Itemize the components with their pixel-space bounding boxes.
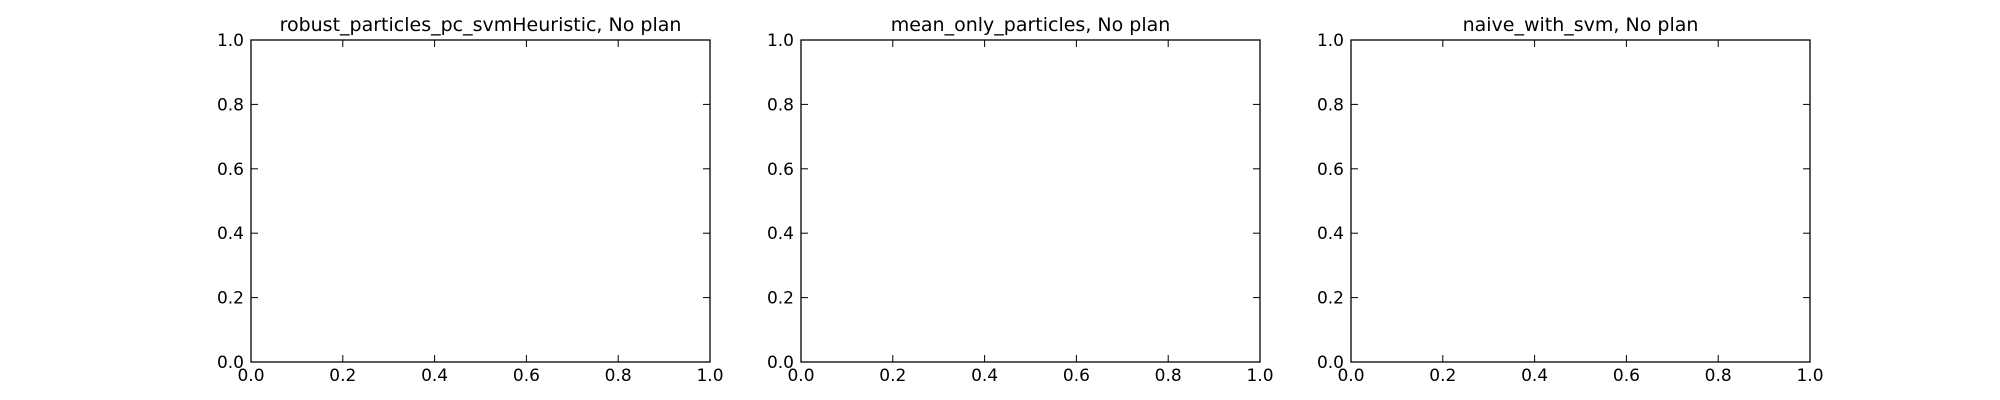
y-tick-label: 1.0 (217, 31, 244, 51)
subplot-2: mean_only_particles, No plan 0.0 0.2 0.4 0.6… (767, 14, 1274, 386)
y-tick-label: 0.0 (217, 353, 244, 373)
y-tick-label: 1.0 (767, 31, 794, 51)
x-tick-label: 0.8 (605, 366, 632, 386)
x-tick-label: 0.4 (1521, 366, 1548, 386)
y-tick-label: 0.2 (217, 289, 244, 309)
x-tick-label: 1.0 (1796, 366, 1823, 386)
axes-frame (800, 39, 1261, 363)
x-tick-label: 1.0 (696, 366, 723, 386)
y-tick-label: 1.0 (1317, 31, 1344, 51)
y-tick-label: 0.6 (217, 160, 244, 180)
y-tick-label: 0.2 (1317, 289, 1344, 309)
subplot-title: naive_with_svm, No plan (1463, 14, 1699, 36)
x-tick-label: 0.4 (421, 366, 448, 386)
x-tick-label: 0.2 (879, 366, 906, 386)
x-tick-label: 0.6 (1063, 366, 1090, 386)
y-tick-label: 0.4 (217, 224, 244, 244)
y-tick-label: 0.4 (1317, 224, 1344, 244)
subplot-title: robust_particles_pc_svmHeuristic, No pla… (280, 14, 682, 36)
x-tick-label: 0.6 (1613, 366, 1640, 386)
y-tick-label: 0.2 (767, 289, 794, 309)
y-tick-label: 0.0 (1317, 353, 1344, 373)
x-tick-label: 1.0 (1246, 366, 1273, 386)
y-tick-label: 0.8 (767, 95, 794, 115)
x-tick-label: 0.2 (1429, 366, 1456, 386)
x-tick-label: 0.0 (237, 366, 264, 386)
subplot-1: robust_particles_pc_svmHeuristic, No pla… (217, 14, 724, 386)
x-tick-label: 0.8 (1155, 366, 1182, 386)
y-tick-label: 0.0 (767, 353, 794, 373)
x-tick-label: 0.8 (1705, 366, 1732, 386)
x-tick-label: 0.4 (971, 366, 998, 386)
x-tick-label: 0.2 (329, 366, 356, 386)
x-tick-label: 0.0 (1337, 366, 1364, 386)
y-tick-label: 0.8 (1317, 95, 1344, 115)
axes-frame (250, 39, 711, 363)
y-tick-label: 0.8 (217, 95, 244, 115)
axes-frame (1350, 39, 1811, 363)
y-tick-label: 0.6 (1317, 160, 1344, 180)
y-tick-label: 0.6 (767, 160, 794, 180)
x-tick-label: 0.0 (787, 366, 814, 386)
subplot-title: mean_only_particles, No plan (891, 14, 1171, 36)
subplot-3: naive_with_svm, No plan 0.0 0.2 0.4 0.6 0.8 1.… (1317, 14, 1824, 386)
y-tick-label: 0.4 (767, 224, 794, 244)
x-tick-label: 0.6 (513, 366, 540, 386)
